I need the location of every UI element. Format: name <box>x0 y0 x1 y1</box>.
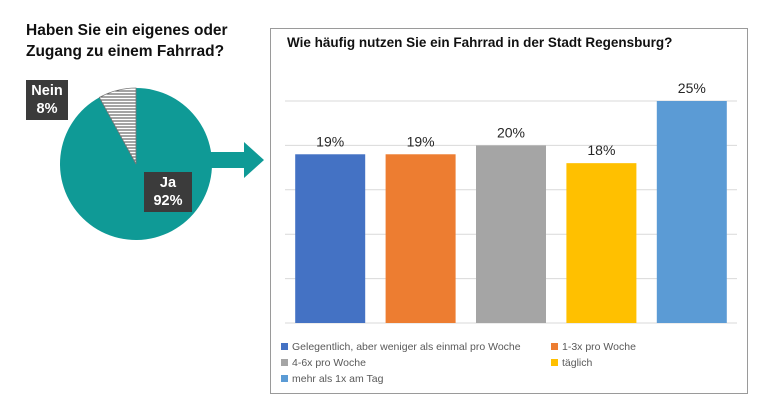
legend-label-1-3x: 1-3x pro Woche <box>562 341 636 353</box>
bar-4 <box>566 163 636 323</box>
bar-chart: 19% 19% 20% 18% 25% <box>271 29 747 393</box>
legend-item-4-6x: 4-6x pro Woche <box>281 356 366 371</box>
pie-chart-title: Haben Sie ein eigenes oder Zugang zu ein… <box>26 20 256 62</box>
legend-swatch-1-3x <box>551 343 558 350</box>
legend-swatch-taeglich <box>551 359 558 366</box>
legend-swatch-mehr-als-1x <box>281 375 288 382</box>
legend-swatch-gelegentlich <box>281 343 288 350</box>
bar-value-label-4: 18% <box>587 142 615 158</box>
legend-item-mehr-als-1x: mehr als 1x am Tag <box>281 372 383 387</box>
bar-chart-panel: Wie häufig nutzen Sie ein Fahrrad in der… <box>270 28 748 394</box>
bar-1 <box>295 154 365 323</box>
legend-label-taeglich: täglich <box>562 357 592 369</box>
pie-label-ja-value: 92% <box>148 192 188 210</box>
legend-label-gelegentlich: Gelegentlich, aber weniger als einmal pr… <box>292 341 521 353</box>
legend-label-4-6x: 4-6x pro Woche <box>292 357 366 369</box>
pie-title-line-1: Haben Sie ein eigenes oder <box>26 20 256 41</box>
pie-label-nein: Nein 8% <box>26 80 68 120</box>
pie-chart <box>56 84 216 244</box>
legend-label-mehr-als-1x: mehr als 1x am Tag <box>292 373 383 385</box>
legend-item-1-3x: 1-3x pro Woche <box>551 340 636 355</box>
pie-label-ja: Ja 92% <box>144 172 192 212</box>
bar-2 <box>386 154 456 323</box>
bar-value-label-1: 19% <box>316 133 344 149</box>
bar-3 <box>476 145 546 323</box>
right-arrow-icon <box>200 140 266 180</box>
legend-item-gelegentlich: Gelegentlich, aber weniger als einmal pr… <box>281 340 521 355</box>
bar-5 <box>657 101 727 323</box>
pie-label-nein-value: 8% <box>30 100 64 118</box>
pie-label-ja-name: Ja <box>148 174 188 192</box>
pie-label-nein-name: Nein <box>30 82 64 100</box>
bar-value-label-2: 19% <box>407 133 435 149</box>
legend-swatch-4-6x <box>281 359 288 366</box>
legend-item-taeglich: täglich <box>551 356 592 371</box>
bar-value-label-3: 20% <box>497 124 525 140</box>
bar-value-label-5: 25% <box>678 80 706 96</box>
pie-title-line-2: Zugang zu einem Fahrrad? <box>26 41 256 62</box>
